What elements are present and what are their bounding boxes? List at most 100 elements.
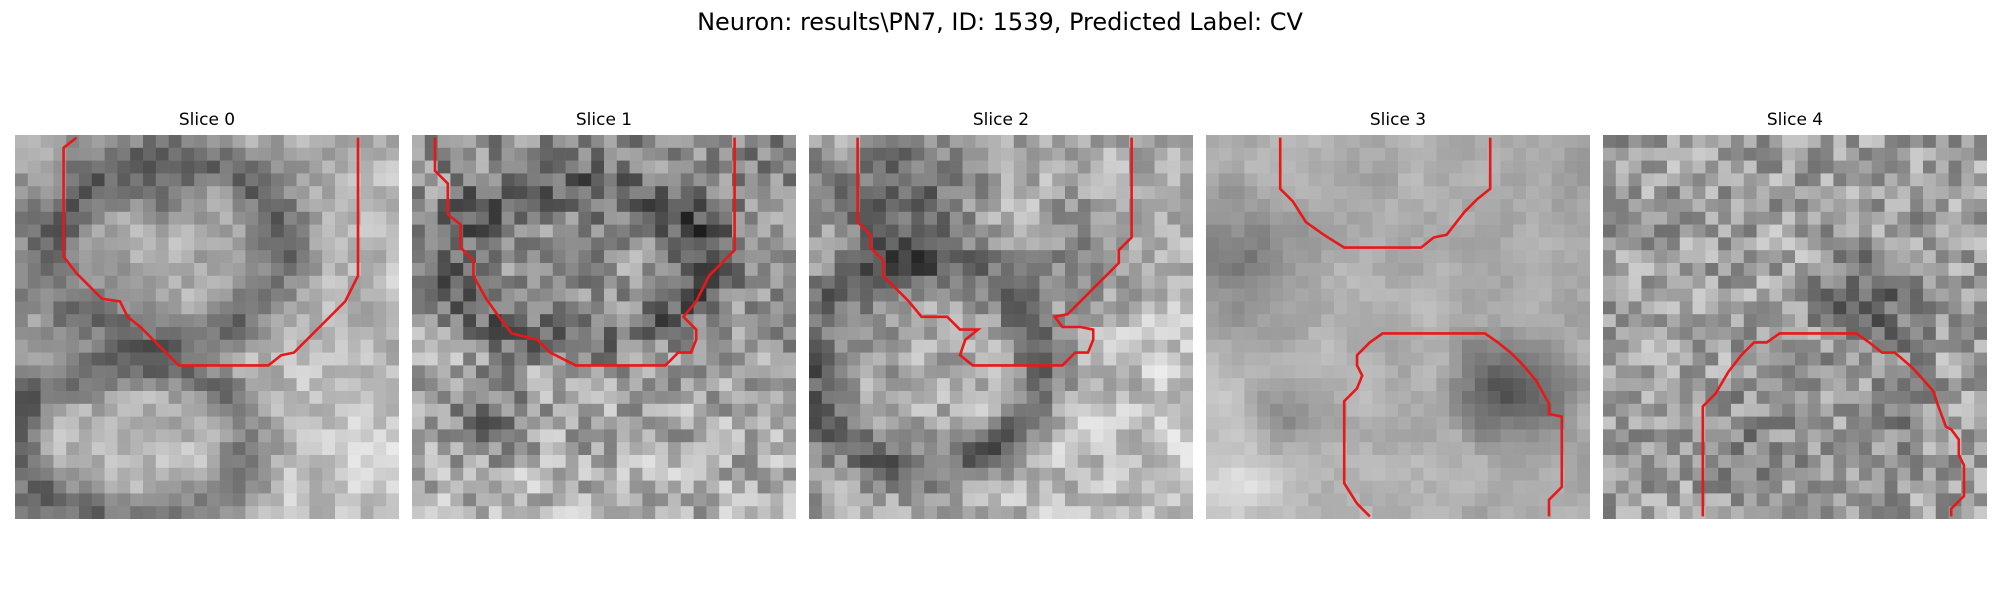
pixel-cell [1295, 429, 1309, 443]
pixel-cell [1449, 352, 1463, 366]
pixel-cell [476, 378, 490, 392]
pixel-cell [1257, 416, 1271, 430]
pixel-cell [809, 147, 823, 161]
pixel-cell [1218, 147, 1232, 161]
pixel-cell [245, 378, 259, 392]
pixel-cell [245, 506, 259, 519]
pixel-cell [271, 327, 285, 341]
pixel-cell [924, 211, 938, 225]
pixel-cell [1141, 263, 1155, 277]
pixel-cell [1513, 391, 1527, 405]
pixel-cell [66, 480, 80, 494]
pixel-cell [91, 506, 105, 519]
pixel-cell [1372, 352, 1386, 366]
pixel-cell [143, 339, 157, 353]
pixel-cell [309, 467, 323, 481]
pixel-cell [1257, 339, 1271, 353]
pixel-cell [527, 429, 541, 443]
pixel-cell [283, 199, 297, 213]
pixel-cell [1795, 186, 1809, 200]
pixel-cell [1154, 403, 1168, 417]
pixel-cell [1167, 403, 1181, 417]
pixel-cell [1718, 314, 1732, 328]
pixel-cell [1116, 173, 1130, 187]
pixel-cell [1462, 301, 1476, 315]
pixel-cell [860, 211, 874, 225]
pixel-cell [1244, 365, 1258, 379]
pixel-cell [1974, 314, 1987, 328]
pixel-cell [1577, 135, 1590, 149]
pixel-cell [1820, 160, 1834, 174]
pixel-cell [1564, 224, 1578, 238]
pixel-cell [629, 301, 643, 315]
pixel-cell [1295, 391, 1309, 405]
pixel-cell [1270, 199, 1284, 213]
pixel-cell [1769, 403, 1783, 417]
pixel-cell [1257, 224, 1271, 238]
pixel-cell [501, 339, 515, 353]
pixel-cell [181, 263, 195, 277]
pixel-cell [578, 467, 592, 481]
pixel-cell [1820, 224, 1834, 238]
pixel-cell [732, 467, 746, 481]
pixel-cell [1820, 365, 1834, 379]
pixel-cell [1039, 339, 1053, 353]
pixel-cell [258, 352, 272, 366]
pixel-cell [911, 301, 925, 315]
pixel-cell [1423, 442, 1437, 456]
pixel-cell [1295, 352, 1309, 366]
pixel-cell [463, 211, 477, 225]
pixel-cell [1679, 211, 1693, 225]
pixel-cell [949, 467, 963, 481]
pixel-cell [1603, 275, 1617, 289]
pixel-cell [130, 199, 144, 213]
pixel-cell [873, 403, 887, 417]
pixel-cell [1756, 211, 1770, 225]
pixel-cell [783, 237, 796, 251]
pixel-cell [1807, 506, 1821, 519]
pixel-cell [1026, 391, 1040, 405]
pixel-cell [1667, 211, 1681, 225]
pixel-cell [719, 147, 733, 161]
pixel-cell [1295, 301, 1309, 315]
pixel-cell [719, 314, 733, 328]
pixel-cell [1039, 455, 1053, 469]
pixel-cell [1026, 288, 1040, 302]
pixel-cell [770, 416, 784, 430]
pixel-cell [271, 416, 285, 430]
pixel-cell [1795, 391, 1809, 405]
pixel-cell [1474, 186, 1488, 200]
pixel-cell [1718, 506, 1732, 519]
pixel-cell [1077, 480, 1091, 494]
pixel-cell [757, 135, 771, 149]
pixel-cell [642, 160, 656, 174]
pixel-cell [591, 429, 605, 443]
pixel-cell [719, 493, 733, 507]
pixel-cell [181, 147, 195, 161]
pixel-cell [1308, 403, 1322, 417]
pixel-cell [476, 237, 490, 251]
pixel-cell [873, 352, 887, 366]
pixel-cell [1001, 314, 1015, 328]
pixel-cell [309, 263, 323, 277]
pixel-cell [693, 506, 707, 519]
pixel-cell [155, 211, 169, 225]
pixel-cell [232, 467, 246, 481]
pixel-cell [258, 211, 272, 225]
pixel-cell [744, 211, 758, 225]
pixel-cell [207, 339, 221, 353]
pixel-cell [168, 391, 182, 405]
slice-image [1206, 135, 1590, 519]
pixel-cell [181, 275, 195, 289]
pixel-cell [1334, 250, 1348, 264]
pixel-cell [1679, 455, 1693, 469]
pixel-cell [1871, 327, 1885, 341]
pixel-cell [1846, 442, 1860, 456]
pixel-cell [591, 275, 605, 289]
pixel-cell [347, 301, 361, 315]
pixel-cell [463, 455, 477, 469]
pixel-cell [809, 237, 823, 251]
pixel-cell [898, 442, 912, 456]
pixel-cell [1385, 135, 1399, 149]
pixel-cell [1436, 429, 1450, 443]
